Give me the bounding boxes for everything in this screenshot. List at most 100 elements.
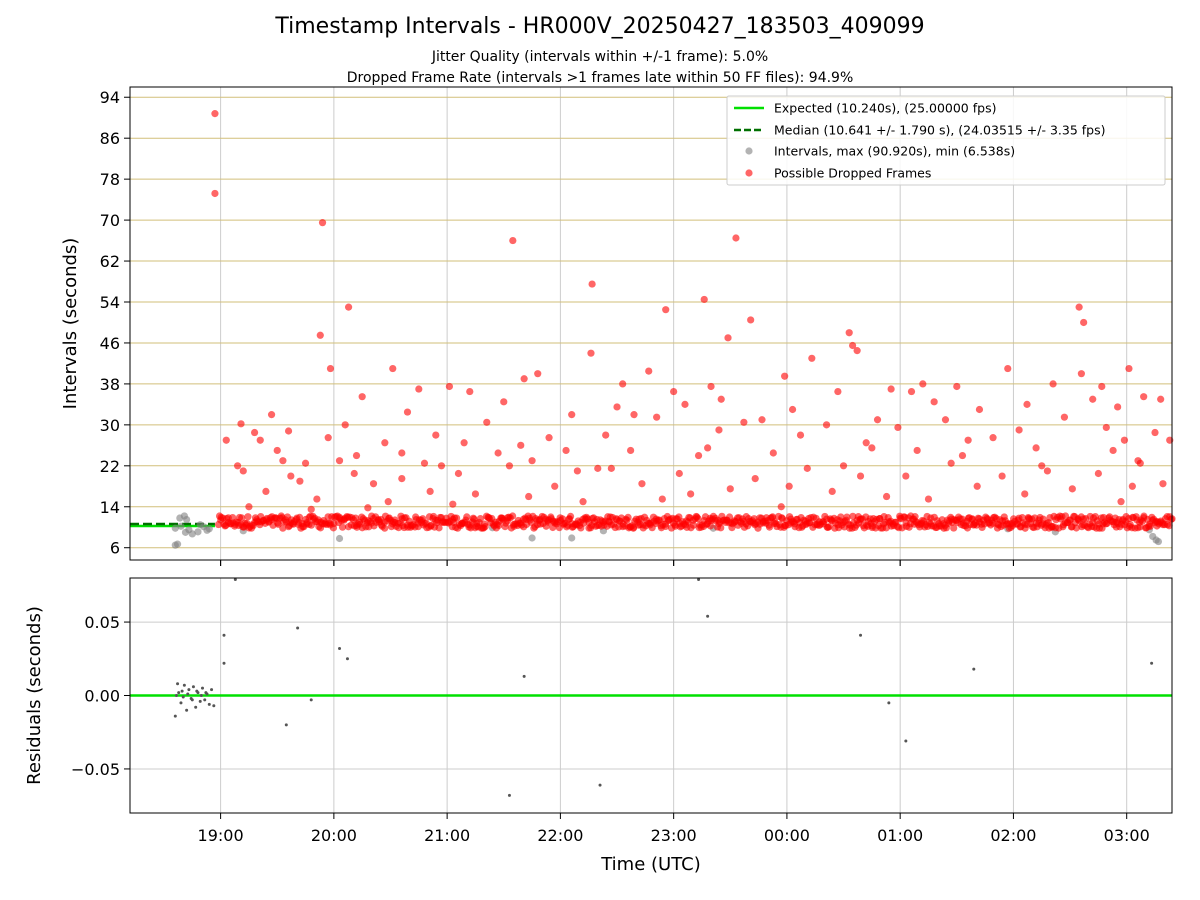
dropped-frame-point (445, 382, 453, 391)
dropped-frame-point (785, 482, 793, 490)
dropped-frame-point (998, 472, 1006, 480)
dropped-frame-point (902, 472, 910, 480)
dropped-frame-point (211, 189, 219, 198)
interval-point (177, 522, 185, 530)
residual-point (598, 783, 602, 787)
dropped-frame-point (466, 387, 474, 396)
dropped-frame-point (509, 236, 517, 245)
residual-point (186, 692, 190, 696)
dropped-frame-point (568, 411, 576, 419)
dropped-frame-point (662, 306, 670, 314)
residual-point (222, 661, 226, 665)
legend-box (726, 95, 1166, 186)
dropped-frame-point (238, 514, 246, 522)
dropped-frame-point (882, 492, 891, 501)
dropped-frame-point (420, 459, 429, 467)
residuals-points (173, 577, 1154, 797)
residual-point (179, 701, 183, 705)
dropped-frame-point (449, 500, 457, 508)
dropped-frame-point (602, 431, 610, 439)
x-tick-label: 02:00 (990, 826, 1036, 845)
dropped-frame-point (1109, 446, 1117, 455)
dropped-frame-point (828, 487, 836, 496)
dropped-frame-point (350, 469, 358, 478)
dropped-frame-point (868, 444, 876, 452)
dropped-frame-point (769, 449, 777, 457)
intervals-y-axis-label: Intervals (seconds) (60, 238, 81, 410)
dropped-frame-point (758, 416, 766, 424)
dropped-frame-point (324, 434, 332, 442)
dropped-frame-point (341, 421, 349, 429)
dropped-frame-point (613, 403, 621, 411)
dropped-frame-point (700, 295, 708, 304)
dropped-frame-point (732, 234, 740, 242)
dropped-frame-point (740, 418, 748, 426)
dropped-frame-point (1049, 380, 1057, 388)
dropped-frame-point (808, 354, 816, 362)
dropped-frame-point (845, 329, 853, 337)
residuals-plot: 0.05 0.00 −0.05 19:00 20:00 21:00 22:00 23:00 0… (24, 560, 1173, 875)
dropped-frame-point (509, 512, 517, 520)
dropped-frame-point (941, 416, 950, 424)
dropped-frame-point (1120, 436, 1129, 444)
dropped-frame-point (681, 400, 689, 408)
dropped-frame-point (437, 462, 446, 470)
dropped-frame-point (1146, 522, 1154, 530)
dropped-frame-point (505, 462, 514, 470)
dropped-frame-point (747, 316, 755, 324)
dropped-frame-point (781, 372, 789, 380)
dropped-frame-point (689, 521, 698, 529)
dropped-frame-point (707, 382, 715, 391)
dropped-frame-point (237, 420, 245, 428)
residual-point (207, 702, 211, 706)
dropped-frame-point (453, 514, 461, 522)
x-tick-label: 23:00 (651, 826, 697, 845)
residual-point (181, 695, 185, 699)
residual-point (200, 686, 204, 690)
dropped-frame-point (222, 436, 230, 444)
dropped-frame-point (287, 472, 295, 480)
interval-point (183, 515, 191, 524)
dropped-frame-point (301, 459, 310, 467)
dropped-frame-point (619, 380, 627, 388)
dropped-frame-point (975, 405, 984, 414)
residual-point (706, 614, 710, 618)
residual-point (507, 793, 511, 797)
dropped-frame-point (318, 219, 327, 227)
dropped-frame-point (658, 495, 666, 503)
dropped-frame-point (796, 431, 805, 439)
residual-point (191, 685, 195, 689)
dropped-frame-point (907, 387, 916, 396)
dropped-frame-point (856, 472, 865, 480)
dropped-frame-point (588, 280, 596, 288)
dropped-frame-point (1089, 395, 1097, 403)
x-tick-label: 01:00 (877, 826, 923, 845)
residual-point (177, 691, 181, 695)
dropped-frame-point (607, 464, 615, 472)
dropped-frame-point (369, 480, 378, 488)
dropped-frame-point (1117, 498, 1125, 506)
dropped-frame-point (726, 485, 734, 493)
x-tick-label: 00:00 (764, 826, 810, 845)
x-axis-label: Time (UTC) (600, 854, 701, 875)
dropped-frame-point (389, 364, 397, 373)
residual-point (222, 633, 226, 637)
dropped-frame-point (528, 457, 536, 465)
dropped-frame-point (1136, 523, 1144, 531)
dropped-frame-point (344, 303, 353, 311)
intervals-y-tick-label: 46 (100, 334, 120, 353)
legend-median-label: Median (10.641 +/- 1.790 s), (24.03515 +… (774, 123, 1105, 138)
dropped-frame-point (1075, 303, 1083, 311)
dropped-frame-point (1136, 459, 1144, 467)
chart-subtitle-jitter: Jitter Quality (intervals within +/-1 fr… (431, 49, 769, 65)
dropped-frame-point (326, 364, 335, 373)
dropped-frame-point (562, 446, 570, 455)
dropped-frame-point (551, 482, 559, 490)
dropped-frame-point (415, 385, 423, 393)
intervals-y-tick-label: 62 (100, 252, 120, 271)
residual-point (972, 667, 976, 671)
dropped-frame-point (463, 513, 471, 521)
dropped-frame-point (803, 464, 811, 472)
dropped-frame-point (520, 375, 528, 383)
dropped-frame-point (1080, 318, 1088, 327)
